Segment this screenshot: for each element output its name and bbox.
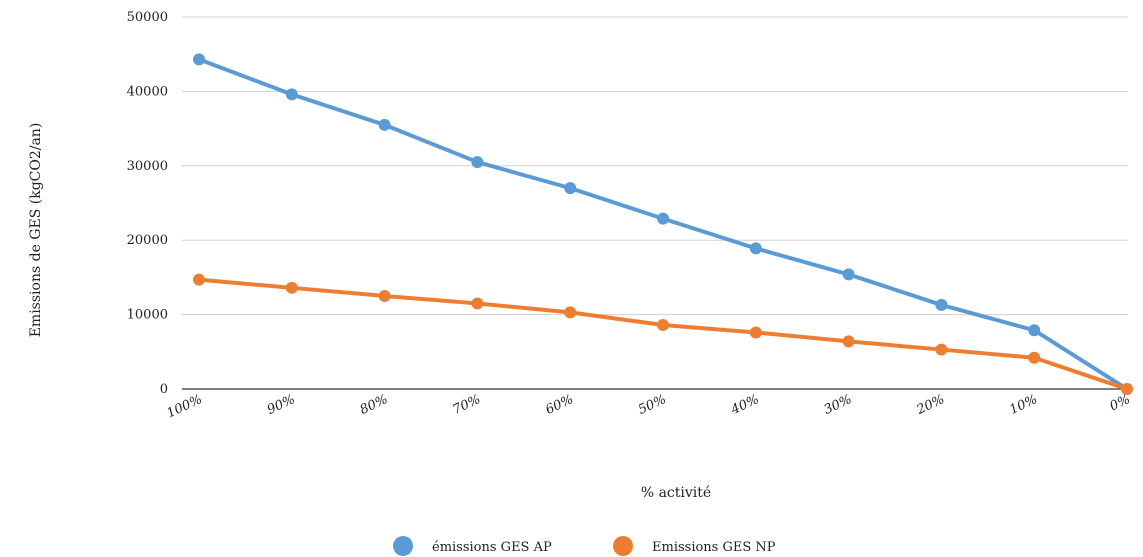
- x-axis-title: % activité: [641, 485, 711, 501]
- y-tick-label: 50000: [127, 10, 168, 25]
- x-tick-label: 80%: [358, 392, 391, 418]
- data-point: [564, 182, 577, 195]
- data-point: [193, 273, 205, 286]
- x-tick-label: 100%: [165, 392, 205, 421]
- series-2: [193, 273, 1133, 395]
- data-point: [1121, 383, 1133, 395]
- legend-marker: [393, 536, 413, 556]
- y-axis-title: Emissions de GES (kgCO2/an): [28, 123, 44, 338]
- y-tick-label: 20000: [127, 233, 168, 248]
- x-tick-label: 60%: [543, 392, 576, 418]
- legend-label: Emissions GES NP: [652, 540, 776, 555]
- data-point: [842, 268, 855, 281]
- data-point: [935, 298, 948, 311]
- gridlines: [182, 16, 1128, 390]
- data-point: [1028, 324, 1041, 337]
- x-tick-label: 20%: [914, 392, 947, 418]
- data-point: [657, 212, 669, 225]
- x-tick-label: 0%: [1108, 392, 1133, 414]
- y-axis-ticks: 0 10000 20000 30000 40000 50000: [127, 10, 168, 397]
- x-tick-label: 10%: [1007, 392, 1040, 418]
- x-tick-label: 30%: [822, 392, 855, 418]
- data-point: [749, 326, 762, 339]
- data-point: [285, 281, 298, 294]
- data-point: [657, 319, 669, 332]
- legend: émissions GES AP Emissions GES NP: [393, 536, 776, 556]
- y-tick-label: 30000: [127, 159, 168, 174]
- data-point: [378, 290, 391, 302]
- data-point: [842, 335, 855, 348]
- data-point: [471, 297, 484, 310]
- x-tick-label: 40%: [728, 392, 761, 418]
- x-tick-label: 70%: [451, 392, 484, 418]
- data-point: [935, 343, 948, 356]
- y-tick-label: 40000: [127, 84, 168, 99]
- legend-marker: [613, 536, 633, 556]
- x-tick-label: 90%: [265, 392, 298, 418]
- series-1: [193, 53, 1133, 395]
- x-axis-ticks: 100% 90% 80% 70% 60% 50% 40% 30% 20% 10% 0%: [165, 392, 1133, 421]
- series-layer: [193, 53, 1133, 395]
- legend-label: émissions GES AP: [432, 540, 552, 555]
- y-tick-label: 10000: [127, 308, 168, 323]
- series-line: [197, 277, 1129, 391]
- x-tick-label: 50%: [636, 392, 669, 418]
- data-point: [749, 242, 762, 255]
- data-point: [564, 306, 577, 319]
- data-point: [285, 88, 298, 101]
- data-point: [378, 118, 391, 131]
- data-point: [471, 156, 484, 169]
- y-tick-label: 0: [160, 382, 168, 397]
- data-point: [1028, 351, 1041, 364]
- data-point: [193, 53, 205, 66]
